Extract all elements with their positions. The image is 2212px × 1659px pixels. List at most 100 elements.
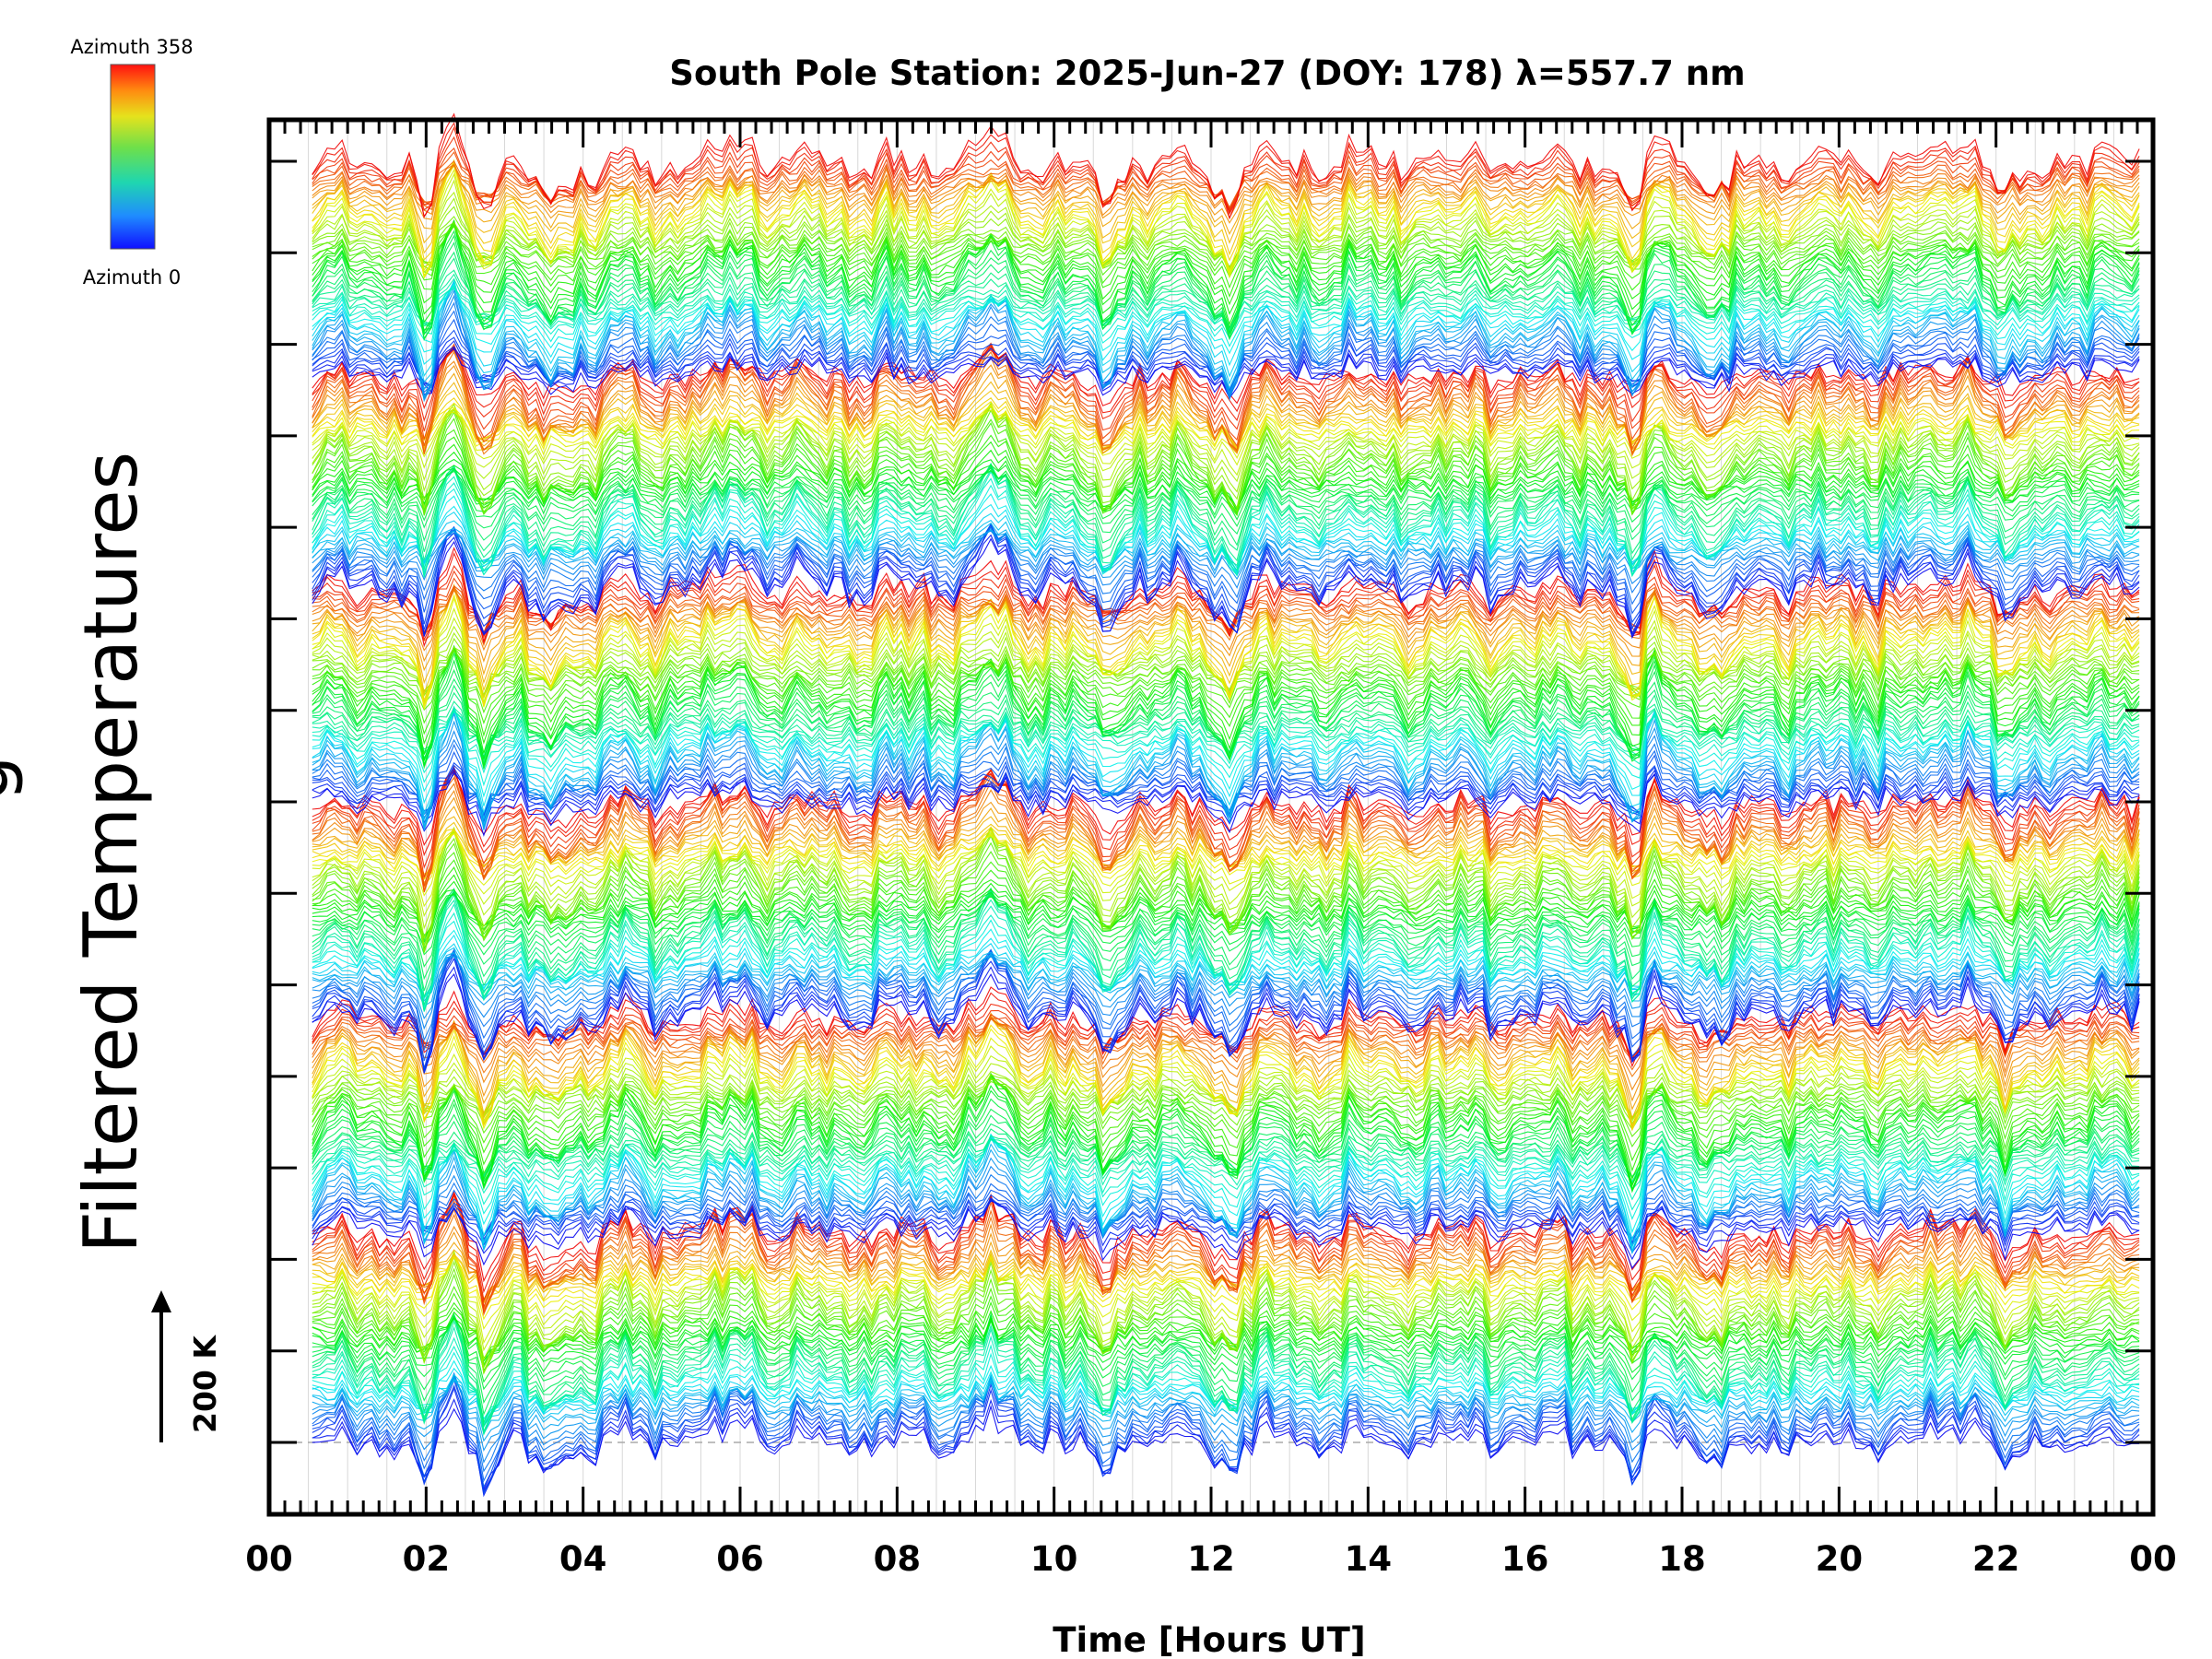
x-tick-label: 12 xyxy=(1187,1539,1235,1579)
series-line xyxy=(312,1198,2140,1270)
series-line xyxy=(312,409,2140,460)
series-line xyxy=(312,371,2140,453)
y-axis-label-clipped-fragment: g xyxy=(0,755,25,802)
colorbar-top-label: Azimuth 358 xyxy=(70,36,193,58)
series-line xyxy=(312,147,2140,211)
series-line xyxy=(312,707,2140,787)
series-line xyxy=(312,1317,2140,1368)
series-line xyxy=(312,1133,2140,1241)
series-line xyxy=(312,234,2140,341)
series-line xyxy=(312,1138,2140,1201)
series-line xyxy=(312,893,2140,949)
series-line xyxy=(312,222,2140,336)
series-line xyxy=(312,1135,2140,1250)
x-tick-label: 06 xyxy=(716,1539,764,1579)
series-line xyxy=(312,712,2140,830)
series-line xyxy=(312,587,2140,703)
series-line xyxy=(312,405,2140,466)
series-line xyxy=(312,890,2140,981)
series-line xyxy=(312,286,2140,400)
series-line xyxy=(312,1199,2140,1317)
series-line xyxy=(312,899,2140,1013)
series-line xyxy=(312,710,2140,774)
series-line xyxy=(312,1018,2140,1062)
series-line xyxy=(312,772,2140,829)
series-line xyxy=(312,477,2140,577)
series-traces xyxy=(312,112,2140,1498)
series-line xyxy=(312,280,2140,391)
series-line xyxy=(312,163,2140,224)
series-line xyxy=(312,159,2140,273)
series-line xyxy=(312,229,2140,341)
series-line xyxy=(312,1024,2140,1132)
series-line xyxy=(312,404,2140,483)
series-line xyxy=(312,1317,2140,1391)
series-line xyxy=(312,841,2140,952)
series-line xyxy=(312,889,2140,1006)
x-tick-labels: 00 02 04 06 08 10 12 14 16 18 20 22 00 xyxy=(245,1539,2177,1579)
series-line xyxy=(312,1133,2140,1234)
colorbar-bottom-label: Azimuth 0 xyxy=(83,266,182,288)
series-line xyxy=(312,586,2140,639)
series-line xyxy=(312,830,2140,908)
series-line xyxy=(312,826,2140,931)
series-line xyxy=(312,112,2140,220)
series-line xyxy=(312,880,2140,938)
series-line xyxy=(312,1193,2140,1303)
series-line xyxy=(312,288,2140,403)
series-line xyxy=(312,768,2140,857)
series-line xyxy=(312,1376,2140,1453)
series-line xyxy=(312,648,2140,714)
series-line xyxy=(312,954,2140,1030)
series-line xyxy=(312,1074,2140,1162)
series-line xyxy=(312,164,2140,279)
series-line xyxy=(312,1194,2140,1314)
series-line xyxy=(312,1312,2140,1424)
series-line xyxy=(312,1223,2140,1309)
series-line xyxy=(312,462,2140,562)
series-line xyxy=(312,161,2140,256)
series-line xyxy=(312,463,2140,571)
y-axis-label: Filtered Temperatures xyxy=(68,452,154,1253)
series-line xyxy=(312,223,2140,289)
series-line xyxy=(312,1380,2140,1435)
series-line xyxy=(312,711,2140,828)
x-tick-label: 22 xyxy=(1972,1539,2020,1579)
series-line xyxy=(312,1250,2140,1352)
series-line xyxy=(312,284,2140,347)
series-line xyxy=(312,530,2140,589)
series-line xyxy=(312,1014,2140,1102)
series-line xyxy=(312,1197,2140,1244)
x-tick-label: 16 xyxy=(1501,1539,1549,1579)
series-line xyxy=(312,1255,2140,1375)
series-line xyxy=(312,468,2140,521)
series-line xyxy=(312,644,2140,755)
series-line xyxy=(312,647,2140,767)
series-line xyxy=(312,534,2140,637)
series-line xyxy=(312,405,2140,515)
series-line xyxy=(312,1076,2140,1192)
series-line xyxy=(312,1089,2140,1192)
series-line xyxy=(312,219,2140,315)
series-line xyxy=(312,218,2140,334)
x-tick-label: 00 xyxy=(245,1539,293,1579)
series-line xyxy=(312,738,2140,825)
series-line xyxy=(312,1077,2140,1137)
series-line xyxy=(312,647,2140,737)
series-line xyxy=(312,829,2140,918)
series-line xyxy=(312,584,2140,707)
series-line xyxy=(312,1254,2140,1321)
series-line xyxy=(312,161,2140,262)
x-tick-label: 02 xyxy=(403,1539,451,1579)
series-line xyxy=(312,1138,2140,1220)
series-line xyxy=(312,1137,2140,1191)
series-line xyxy=(312,418,2140,517)
series-line xyxy=(312,1136,2140,1253)
series-line xyxy=(312,584,2140,685)
x-tick-label: 14 xyxy=(1345,1539,1393,1579)
series-line xyxy=(312,465,2140,555)
series-line xyxy=(312,523,2140,630)
series-line xyxy=(312,647,2140,762)
series-line xyxy=(312,294,2140,401)
